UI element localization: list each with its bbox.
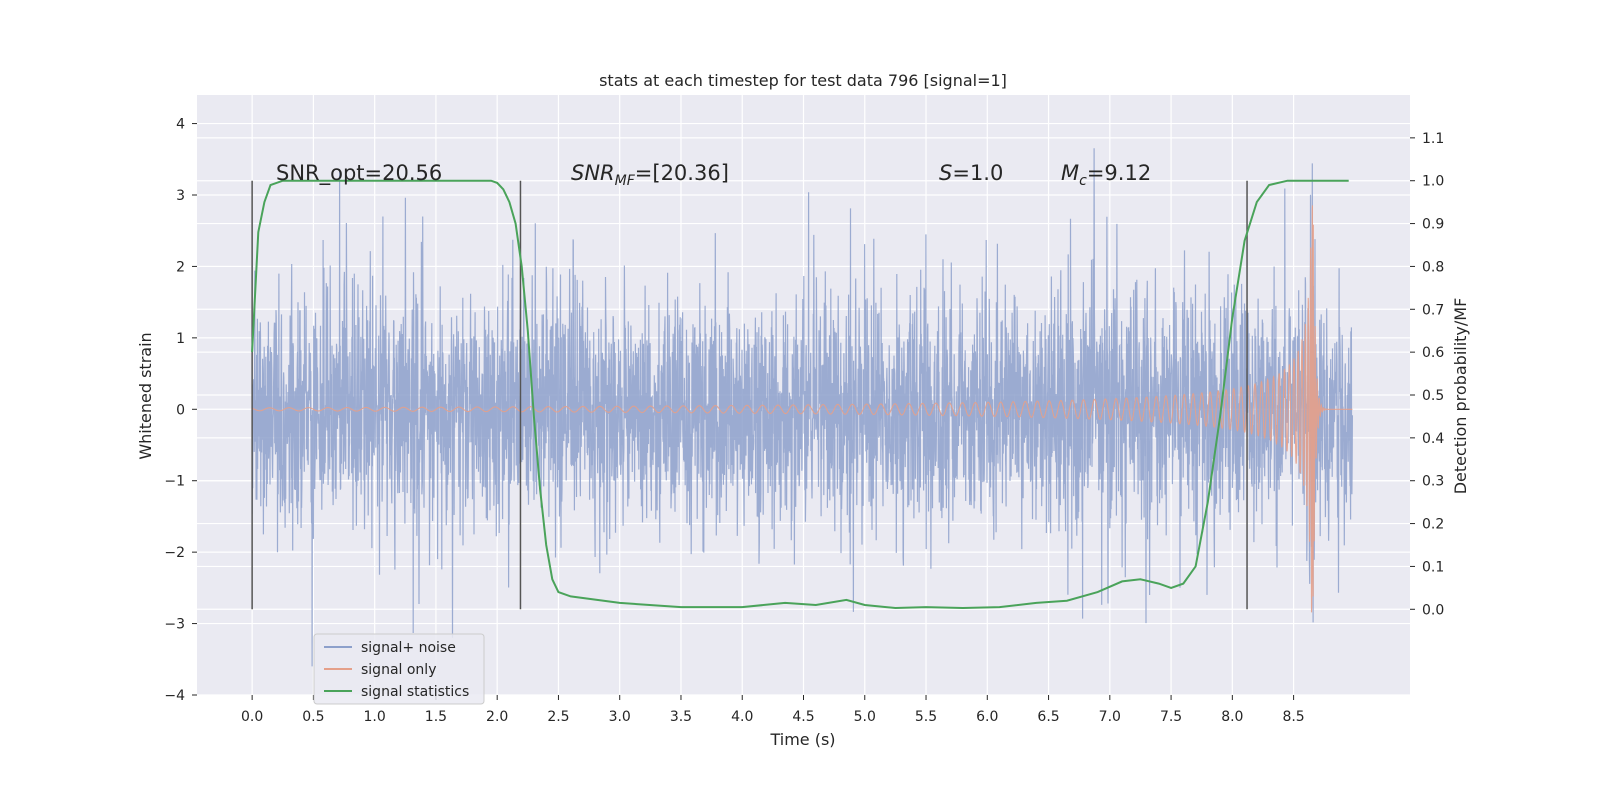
x-tick-label: 8.0 bbox=[1221, 709, 1243, 725]
legend-label-stats: signal statistics bbox=[361, 684, 469, 700]
x-tick-label: 6.0 bbox=[976, 709, 998, 725]
legend-box bbox=[313, 633, 485, 705]
y-tick-label-right: 0.8 bbox=[1422, 259, 1444, 275]
y-tick-label-left: 3 bbox=[176, 188, 185, 204]
x-tick-label: 3.0 bbox=[609, 709, 631, 725]
snr-mf-sub: MF bbox=[615, 173, 636, 189]
mc-sub: c bbox=[1079, 173, 1087, 189]
y-tick-label-right: 1.1 bbox=[1422, 131, 1444, 147]
annotation-snr-mf: SNRMF=[20.36] bbox=[571, 161, 729, 189]
signal-line bbox=[251, 205, 1353, 613]
y-tick-label-left: 1 bbox=[176, 331, 185, 347]
y-tick-label-left: −2 bbox=[164, 545, 185, 561]
y-tick-label-left: −1 bbox=[164, 474, 185, 490]
x-tick-label: 4.5 bbox=[792, 709, 814, 725]
y-tick-label-right: 0.3 bbox=[1422, 474, 1444, 490]
x-tick-label: 8.5 bbox=[1282, 709, 1304, 725]
x-tick-label: 2.0 bbox=[486, 709, 508, 725]
x-tick-label: 0.5 bbox=[302, 709, 324, 725]
snr-mf-value: =[20.36] bbox=[635, 161, 729, 185]
y-tick-label-right: 0.2 bbox=[1422, 517, 1444, 533]
noise-line bbox=[251, 148, 1353, 667]
snr-mf-base: SNR bbox=[571, 161, 615, 185]
series-signal-only bbox=[251, 205, 1353, 613]
statistics-line bbox=[251, 179, 1349, 610]
chart-title: stats at each timestep for test data 796… bbox=[599, 71, 1007, 90]
x-tick-label: 3.5 bbox=[670, 709, 692, 725]
y-tick-label-right: 0.6 bbox=[1422, 345, 1444, 361]
x-tick-label: 7.0 bbox=[1099, 709, 1121, 725]
legend-label-signal: signal only bbox=[361, 662, 436, 678]
annotation-mc: Mc=9.12 bbox=[1061, 161, 1151, 189]
x-tick-label: 7.5 bbox=[1160, 709, 1182, 725]
annotation-s: S=1.0 bbox=[939, 161, 1003, 185]
legend-label-noise: signal+ noise bbox=[361, 640, 456, 656]
y-tick-label-left: 2 bbox=[176, 259, 185, 275]
x-tick-label: 5.0 bbox=[854, 709, 876, 725]
x-tick-label: 0.0 bbox=[241, 709, 263, 725]
y-tick-label-right: 0.7 bbox=[1422, 302, 1444, 318]
y-tick-label-right: 0.5 bbox=[1422, 388, 1444, 404]
x-tick-label: 1.5 bbox=[425, 709, 447, 725]
y-tick-label-left: 4 bbox=[176, 117, 185, 133]
x-axis-label: Time (s) bbox=[769, 730, 835, 749]
x-tick-label: 2.5 bbox=[547, 709, 569, 725]
y-tick-label-right: 0.4 bbox=[1422, 431, 1444, 447]
mc-base: M bbox=[1061, 161, 1079, 185]
y-axis-left-label: Whitened strain bbox=[136, 332, 155, 459]
series-signal-statistics bbox=[251, 179, 1349, 610]
x-tick-label: 5.5 bbox=[915, 709, 937, 725]
y-tick-label-left: −4 bbox=[164, 688, 185, 704]
x-tick-label: 4.0 bbox=[731, 709, 753, 725]
s-label: S bbox=[939, 161, 952, 185]
mc-value: =9.12 bbox=[1087, 161, 1151, 185]
y-tick-label-right: 1.0 bbox=[1422, 174, 1444, 190]
annotations: SNR_opt=20.56 SNRMF=[20.36] S=1.0 Mc=9.1… bbox=[276, 161, 1151, 189]
y-tick-label-left: 0 bbox=[176, 402, 185, 418]
legend: signal+ noise signal only signal statist… bbox=[313, 633, 485, 705]
y-axis-right-label: Detection probability/MF bbox=[1451, 298, 1470, 495]
x-tick-label: 6.5 bbox=[1037, 709, 1059, 725]
axis-ticks: 0.0 0.5 1.0 1.5 2.0 2.5 3.0 3.5 4.0 4.5 5.0 5.5 6.0 6… bbox=[164, 117, 1444, 725]
y-tick-label-left: −3 bbox=[164, 617, 185, 633]
s-value: =1.0 bbox=[952, 161, 1003, 185]
annotation-snr-opt: SNR_opt=20.56 bbox=[276, 161, 442, 186]
y-tick-label-right: 0.0 bbox=[1422, 602, 1444, 618]
y-tick-label-right: 0.1 bbox=[1422, 559, 1444, 575]
series-signal-noise bbox=[251, 148, 1353, 667]
y-tick-label-right: 0.9 bbox=[1422, 217, 1444, 233]
x-tick-label: 1.0 bbox=[364, 709, 386, 725]
